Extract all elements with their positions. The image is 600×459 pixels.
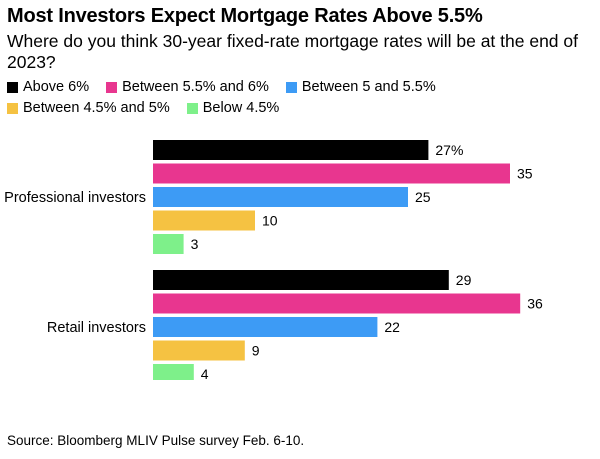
legend-label: Above 6% bbox=[23, 79, 90, 95]
data-label: 9 bbox=[252, 343, 260, 359]
legend-label: Between 4.5% and 5% bbox=[23, 100, 170, 116]
bar-professional-series-4 bbox=[153, 234, 184, 254]
data-label: 36 bbox=[527, 296, 543, 312]
data-label: 3 bbox=[191, 236, 199, 252]
legend-item-between-5-and-5-5: Between 5 and 5.5% bbox=[285, 78, 436, 97]
data-label: 29 bbox=[456, 272, 472, 288]
legend-swatch bbox=[186, 103, 198, 114]
legend-swatch bbox=[285, 82, 297, 93]
legend-label: Between 5.5% and 6% bbox=[122, 79, 269, 95]
legend-item-above-6: Above 6% bbox=[7, 78, 89, 97]
bar-retail-series-0 bbox=[153, 270, 449, 290]
bar-chart-plot: 27% 35 25 10 3 Professional investors 29 36 22 9 4… bbox=[4, 140, 543, 380]
legend-swatch bbox=[7, 103, 18, 114]
data-label: 25 bbox=[415, 189, 431, 205]
legend-swatch bbox=[7, 82, 18, 93]
bar-retail-series-4 bbox=[153, 364, 194, 380]
category-label: Professional investors bbox=[4, 190, 146, 206]
data-label: 35 bbox=[517, 166, 533, 182]
chart-title: Most Investors Expect Mortgage Rates Abo… bbox=[7, 5, 483, 27]
bar-professional-series-3 bbox=[153, 210, 255, 231]
bar-retail-series-3 bbox=[153, 340, 245, 361]
legend-label: Below 4.5% bbox=[202, 100, 280, 116]
chart-legend: Above 6% Between 5.5% and 6% Between 5 a… bbox=[7, 78, 597, 120]
data-label: 10 bbox=[262, 213, 278, 229]
data-label: 27% bbox=[435, 142, 463, 158]
legend-item-between-5-5-and-6: Between 5.5% and 6% bbox=[106, 78, 269, 97]
source-note: Source: Bloomberg MLIV Pulse survey Feb.… bbox=[7, 433, 305, 448]
bar-professional-series-1 bbox=[153, 163, 510, 184]
bar-retail-series-2 bbox=[153, 317, 378, 337]
category-label: Retail investors bbox=[47, 320, 146, 336]
data-label: 4 bbox=[201, 366, 209, 380]
chart-subtitle: Where do you think 30-year fixed-rate mo… bbox=[7, 31, 578, 72]
legend-item-below-4-5: Below 4.5% bbox=[186, 99, 280, 118]
legend-item-between-4-5-and-5: Between 4.5% and 5% bbox=[7, 99, 170, 118]
legend-label: Between 5 and 5.5% bbox=[301, 79, 436, 95]
bar-professional-series-0 bbox=[153, 140, 429, 160]
legend-swatch bbox=[106, 82, 118, 93]
data-label: 22 bbox=[384, 319, 400, 335]
bar-retail-series-1 bbox=[153, 293, 521, 314]
bar-professional-series-2 bbox=[153, 187, 408, 207]
